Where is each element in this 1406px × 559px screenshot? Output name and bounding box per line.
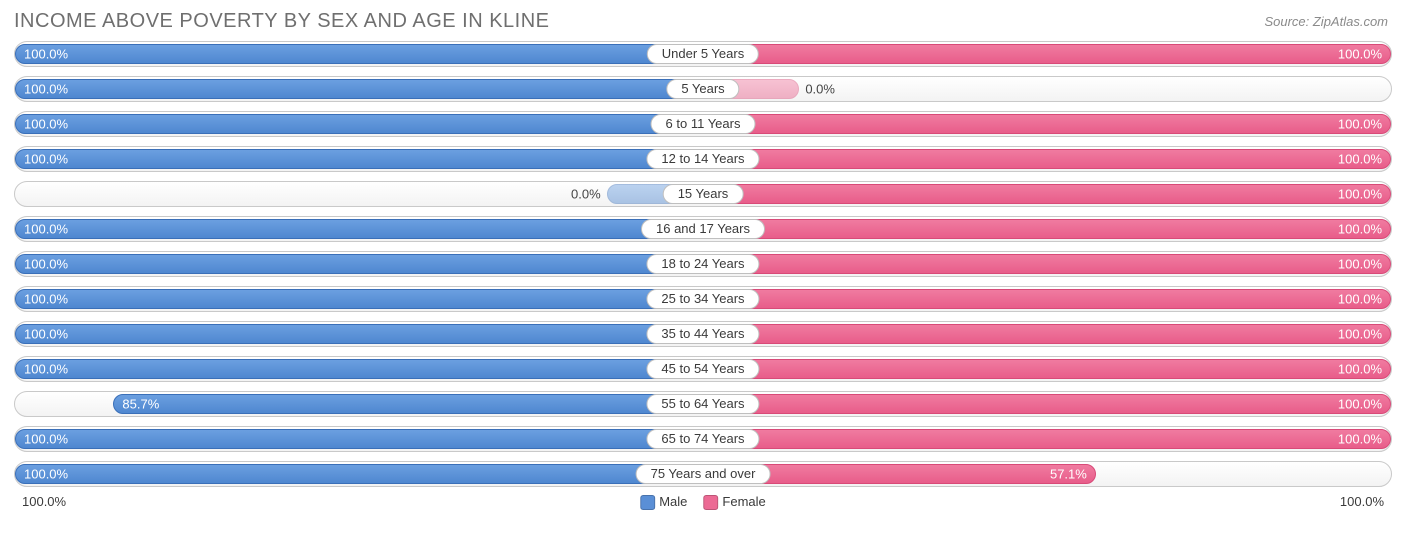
- male-bar: 100.0%: [15, 79, 703, 99]
- female-bar: 100.0%: [703, 219, 1391, 239]
- female-bar: 100.0%: [703, 429, 1391, 449]
- female-bar: 100.0%: [703, 289, 1391, 309]
- female-bar: 100.0%: [703, 184, 1391, 204]
- female-bar: 100.0%: [703, 254, 1391, 274]
- category-label: 75 Years and over: [636, 464, 771, 484]
- chart-title: INCOME ABOVE POVERTY BY SEX AND AGE IN K…: [14, 10, 1392, 33]
- source-attribution: Source: ZipAtlas.com: [1264, 14, 1388, 29]
- male-value-label: 100.0%: [24, 432, 68, 447]
- female-bar: 100.0%: [703, 324, 1391, 344]
- male-value-label: 85.7%: [122, 397, 159, 412]
- chart-row: 100.0% 100.0% 18 to 24 Years: [14, 251, 1392, 277]
- female-value-label: 100.0%: [1338, 47, 1382, 62]
- axis-right-label: 100.0%: [1340, 494, 1384, 509]
- chart-row: 100.0% 0.0% 5 Years: [14, 76, 1392, 102]
- chart-row: 100.0% 100.0% Under 5 Years: [14, 41, 1392, 67]
- male-value-label: 100.0%: [24, 47, 68, 62]
- category-label: 15 Years: [663, 184, 744, 204]
- chart-row: 100.0% 100.0% 45 to 54 Years: [14, 356, 1392, 382]
- chart-row: 0.0% 100.0% 15 Years: [14, 181, 1392, 207]
- male-bar: 100.0%: [15, 324, 703, 344]
- male-bar: 100.0%: [15, 359, 703, 379]
- legend-female: Female: [703, 494, 765, 510]
- female-value-label: 0.0%: [805, 82, 835, 97]
- male-swatch: [640, 495, 655, 510]
- category-label: 6 to 11 Years: [651, 114, 756, 134]
- male-value-label: 100.0%: [24, 362, 68, 377]
- female-value-label: 100.0%: [1338, 292, 1382, 307]
- chart-row: 100.0% 57.1% 75 Years and over: [14, 461, 1392, 487]
- category-label: 18 to 24 Years: [646, 254, 759, 274]
- legend-female-label: Female: [722, 494, 765, 509]
- female-value-label: 100.0%: [1338, 327, 1382, 342]
- chart-row: 100.0% 100.0% 25 to 34 Years: [14, 286, 1392, 312]
- female-value-label: 100.0%: [1338, 117, 1382, 132]
- female-value-label: 100.0%: [1338, 222, 1382, 237]
- female-bar: 100.0%: [703, 114, 1391, 134]
- male-value-label: 100.0%: [24, 257, 68, 272]
- female-swatch: [703, 495, 718, 510]
- diverging-bar-chart: 100.0% 100.0% Under 5 Years 100.0% 0.0% 5 Yea…: [14, 41, 1392, 487]
- male-bar: 100.0%: [15, 114, 703, 134]
- category-label: 16 and 17 Years: [641, 219, 765, 239]
- x-axis: 100.0% Male Female 100.0%: [14, 494, 1392, 514]
- category-label: 55 to 64 Years: [646, 394, 759, 414]
- category-label: 12 to 14 Years: [646, 149, 759, 169]
- legend-male: Male: [640, 494, 687, 510]
- category-label: 65 to 74 Years: [646, 429, 759, 449]
- female-value-label: 100.0%: [1338, 152, 1382, 167]
- chart-row: 100.0% 100.0% 65 to 74 Years: [14, 426, 1392, 452]
- male-value-label: 100.0%: [24, 467, 68, 482]
- male-bar: 100.0%: [15, 219, 703, 239]
- male-value-label: 0.0%: [571, 187, 601, 202]
- chart-row: 85.7% 100.0% 55 to 64 Years: [14, 391, 1392, 417]
- category-label: 25 to 34 Years: [646, 289, 759, 309]
- chart-row: 100.0% 100.0% 12 to 14 Years: [14, 146, 1392, 172]
- female-value-label: 100.0%: [1338, 257, 1382, 272]
- male-value-label: 100.0%: [24, 82, 68, 97]
- chart-row: 100.0% 100.0% 16 and 17 Years: [14, 216, 1392, 242]
- category-label: 5 Years: [666, 79, 739, 99]
- male-bar: 100.0%: [15, 254, 703, 274]
- female-value-label: 57.1%: [1050, 467, 1087, 482]
- female-value-label: 100.0%: [1338, 432, 1382, 447]
- male-value-label: 100.0%: [24, 152, 68, 167]
- female-value-label: 100.0%: [1338, 397, 1382, 412]
- female-bar: 100.0%: [703, 394, 1391, 414]
- category-label: 45 to 54 Years: [646, 359, 759, 379]
- axis-left-label: 100.0%: [22, 494, 66, 509]
- female-bar: 100.0%: [703, 44, 1391, 64]
- male-bar: 100.0%: [15, 429, 703, 449]
- legend-male-label: Male: [659, 494, 687, 509]
- female-value-label: 100.0%: [1338, 187, 1382, 202]
- male-bar: 100.0%: [15, 44, 703, 64]
- chart-row: 100.0% 100.0% 35 to 44 Years: [14, 321, 1392, 347]
- male-value-label: 100.0%: [24, 117, 68, 132]
- male-value-label: 100.0%: [24, 222, 68, 237]
- female-value-label: 100.0%: [1338, 362, 1382, 377]
- female-bar: 100.0%: [703, 149, 1391, 169]
- male-bar: 100.0%: [15, 464, 703, 484]
- male-bar: 100.0%: [15, 149, 703, 169]
- chart-row: 100.0% 100.0% 6 to 11 Years: [14, 111, 1392, 137]
- female-bar: 100.0%: [703, 359, 1391, 379]
- male-bar: 100.0%: [15, 289, 703, 309]
- male-value-label: 100.0%: [24, 327, 68, 342]
- category-label: 35 to 44 Years: [646, 324, 759, 344]
- male-bar: 85.7%: [113, 394, 703, 414]
- category-label: Under 5 Years: [647, 44, 759, 64]
- male-value-label: 100.0%: [24, 292, 68, 307]
- legend: Male Female: [640, 494, 766, 510]
